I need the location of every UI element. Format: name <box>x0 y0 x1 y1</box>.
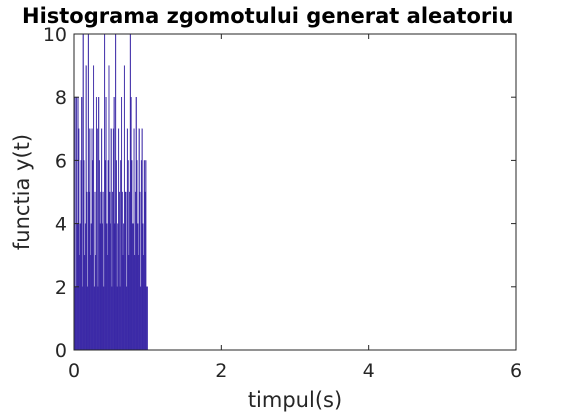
x-tick-label: 6 <box>510 360 522 382</box>
x-axis-label: timpul(s) <box>248 388 342 412</box>
y-tick-label: 4 <box>55 214 67 236</box>
y-tick-label: 8 <box>55 87 67 109</box>
x-axis: 0 2 4 6 <box>68 34 522 382</box>
y-tick-label: 6 <box>55 150 67 172</box>
y-tick-label: 2 <box>55 277 67 299</box>
y-tick-label: 0 <box>55 340 67 362</box>
x-tick-label: 2 <box>215 360 227 382</box>
x-tick-label: 4 <box>363 360 375 382</box>
y-axis-label: functia y(t) <box>10 134 34 250</box>
plot-frame <box>73 33 517 351</box>
histogram-bar <box>146 286 148 351</box>
chart-title: Histograma zgomotului generat aleatoriu <box>22 4 514 28</box>
y-axis: 0 2 4 6 8 10 <box>43 24 516 362</box>
bars-group <box>73 33 148 351</box>
x-tick-label: 0 <box>68 360 80 382</box>
y-tick-label: 10 <box>43 24 67 46</box>
